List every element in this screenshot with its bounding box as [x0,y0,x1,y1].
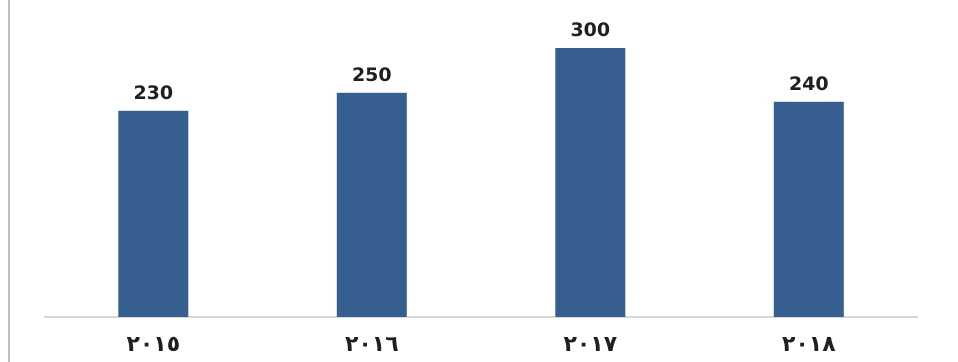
bar-2 [555,48,626,317]
bars-group [118,48,844,317]
data-label-3: 240 [789,73,829,95]
category-labels-group: ٢٠١٥ ٢٠١٦ ٢٠١٧ ٢٠١٨ [126,332,836,357]
data-label-1: 250 [352,64,392,86]
category-label-3: ٢٠١٨ [782,332,836,357]
data-label-0: 230 [133,82,173,104]
data-label-2: 300 [570,19,610,41]
value-labels-group: 230 250 300 240 [133,19,828,104]
bar-1 [336,92,407,317]
bar-3 [773,101,844,317]
category-label-2: ٢٠١٧ [563,332,617,357]
category-label-1: ٢٠١٦ [345,332,399,357]
category-label-0: ٢٠١٥ [126,332,180,357]
bar-0 [118,110,189,317]
